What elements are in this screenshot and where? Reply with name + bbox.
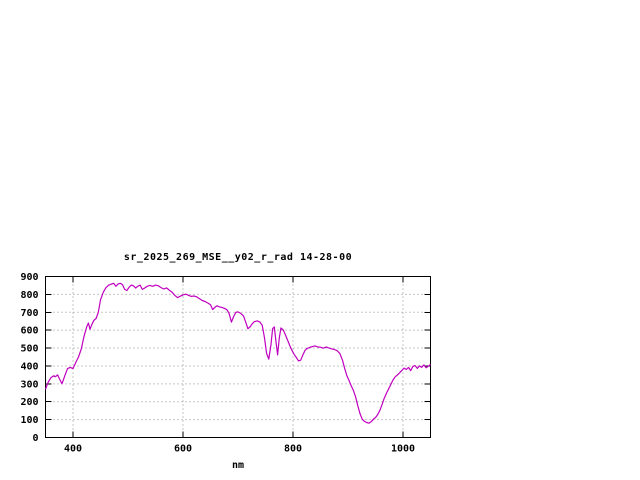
y-tick-label: 100	[20, 415, 38, 426]
x-tick-label: 600	[174, 444, 192, 455]
y-tick-label: 700	[20, 308, 38, 319]
y-tick-label: 200	[20, 397, 38, 408]
plot-border	[45, 276, 431, 438]
x-tick-label: 400	[64, 444, 82, 455]
x-tick-label: 1000	[391, 444, 415, 455]
series-spectral-radiance	[44, 282, 431, 424]
y-tick-label: 400	[20, 361, 38, 372]
y-tick-label: 0	[32, 433, 38, 444]
x-tick-label: 800	[284, 444, 302, 455]
y-tick-label: 500	[20, 344, 38, 355]
y-tick-label: 900	[20, 272, 38, 283]
y-tick-label: 600	[20, 326, 38, 337]
x-axis-label: nm	[231, 460, 245, 471]
chart-title: sr_2025_269_MSE__y02_r_rad 14-28-00	[123, 252, 353, 263]
y-tick-label: 800	[20, 290, 38, 301]
y-tick-label: 300	[20, 379, 38, 390]
